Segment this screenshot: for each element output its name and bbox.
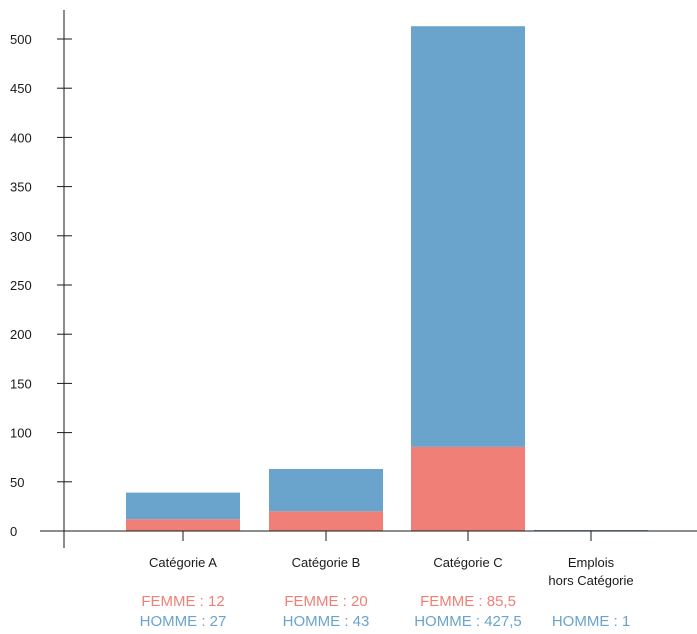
y-tick-label-300: 300 [10,229,32,244]
category-label-1: Catégorie B [292,555,361,570]
y-tick-label-350: 350 [10,180,32,195]
category-label-2: Catégorie C [433,555,502,570]
y-tick-label-500: 500 [10,32,32,47]
annotation-homme-2: HOMME : 427,5 [414,613,522,630]
y-tick-label-450: 450 [10,81,32,96]
category-label-3-line-0: Emplois [568,555,615,570]
annotation-femme-0: FEMME : 12 [141,593,225,610]
bars-group [126,26,648,531]
bar-femme-1 [269,511,383,531]
category-label-3-line-1: hors Catégorie [548,573,633,588]
y-tick-label-250: 250 [10,278,32,293]
y-tick-label-0: 0 [10,524,17,539]
annotation-homme-0: HOMME : 27 [139,613,227,630]
y-tick-label-200: 200 [10,327,32,342]
axes-group [40,10,697,548]
annotation-homme-3: HOMME : 1 [551,613,631,630]
bar-homme-1 [269,469,383,512]
y-tick-label-400: 400 [10,130,32,145]
y-tick-label-150: 150 [10,376,32,391]
bar-homme-0 [126,492,240,520]
annotation-femme-1: FEMME : 20 [284,593,368,610]
category-label-0: Catégorie A [149,555,217,570]
annotation-homme-1: HOMME : 43 [282,613,370,630]
labels-group: 0 50 100 150 200 250 300 350 400 450 500 Catégorie … [10,32,634,588]
y-tick-label-100: 100 [10,426,32,441]
bar-femme-2 [411,446,525,531]
y-tick-label-50: 50 [10,475,24,490]
bar-homme-2 [411,26,525,447]
annotation-femme-2: FEMME : 85,5 [420,593,516,610]
bar-femme-0 [126,519,240,531]
